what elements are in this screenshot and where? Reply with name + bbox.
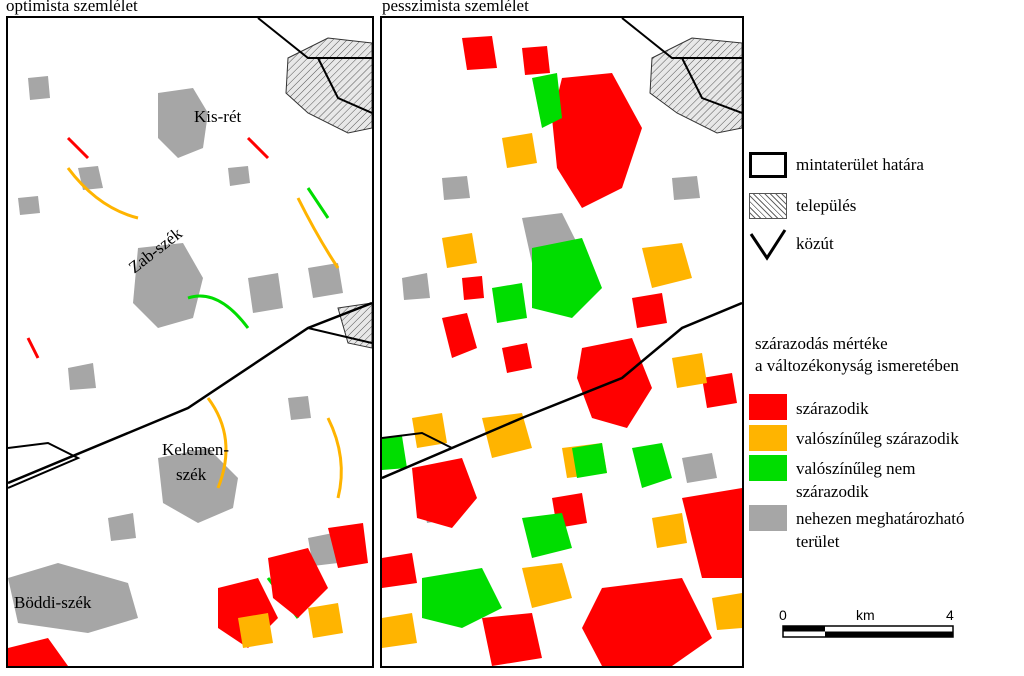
legend-class-uncertain-label: nehezen meghatározható [796, 509, 965, 528]
legend-heading-1: szárazodás mértéke [755, 334, 888, 353]
boundary-line [257, 18, 372, 59]
dry-patches [8, 523, 368, 666]
legend-settlement-swatch [749, 193, 787, 219]
place-label-kis-ret: Kis-rét [194, 107, 242, 126]
place-label-kelemen-1: Kelemen- [162, 440, 230, 459]
legend-class-dry-label: szárazodik [796, 399, 869, 418]
legend-class-uncertain-swatch [749, 505, 787, 531]
legend-class-likely-not-dry-label: valószínűleg nem [796, 459, 916, 478]
road-line [8, 301, 372, 485]
likely-not-dry-patches [382, 73, 672, 628]
dry-patches [382, 36, 742, 666]
legend-road-label: közút [796, 234, 834, 253]
legend-class-dry-swatch [749, 394, 787, 420]
scalebar-end: 4 [946, 607, 954, 623]
pessimistic-map [380, 16, 744, 668]
legend-class-likely-not-dry-swatch [749, 455, 787, 481]
road-line [681, 57, 742, 114]
pessimistic-map-canvas [382, 18, 742, 666]
legend-class-likely-dry-label: valószínűleg szárazodik [796, 429, 959, 448]
scalebar-start: 0 [779, 607, 787, 623]
place-label-kelemen-2: szék [176, 465, 207, 484]
place-label-boddi-szek: Böddi-szék [14, 593, 92, 612]
boundary-line [8, 441, 81, 489]
road-line [382, 301, 742, 480]
legend-class-likely-not-dry-label-2: szárazodik [796, 482, 869, 501]
likely-dry-patches [382, 133, 742, 648]
legend-class-uncertain-label-2: terület [796, 532, 840, 551]
boundary-line [621, 18, 742, 59]
left-panel-title: optimista szemlélet [6, 0, 138, 15]
legend-settlement-label: település [796, 196, 857, 215]
legend-heading-2: a változékonyság ismeretében [755, 356, 959, 375]
optimistic-map [6, 16, 374, 668]
right-panel-title: pesszimista szemlélet [382, 0, 529, 15]
road-line [307, 327, 372, 344]
settlement-area [285, 37, 372, 134]
legend-boundary-swatch [749, 152, 787, 178]
scalebar-unit: km [856, 607, 875, 623]
scalebar [782, 625, 954, 638]
uncertain-patches [8, 76, 343, 633]
optimistic-map-canvas [8, 18, 372, 666]
road-line [317, 57, 372, 114]
legend-boundary-label: mintaterület határa [796, 155, 924, 174]
legend-class-likely-dry-swatch [749, 425, 787, 451]
legend-road-swatch [749, 229, 787, 261]
